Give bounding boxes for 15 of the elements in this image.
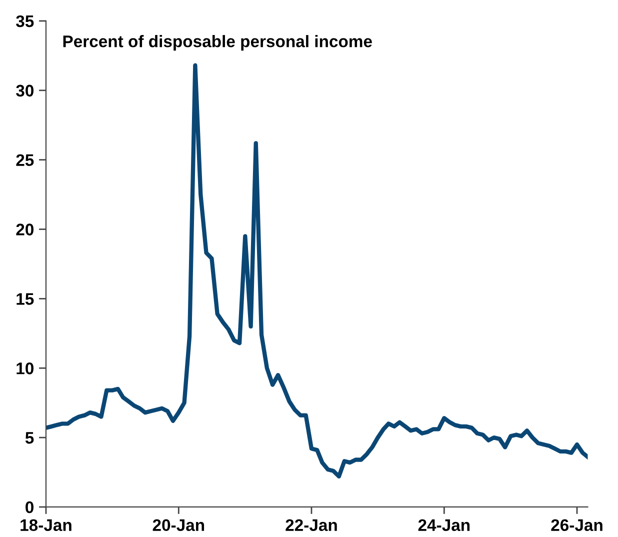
y-tick-label: 5: [25, 432, 34, 444]
y-tick-label: 10: [16, 362, 34, 374]
text: Percent of disposable personal income: [63, 35, 372, 51]
y-tick-label: 30: [16, 84, 34, 97]
y-tick-label: 15: [16, 293, 34, 305]
x-tick-label: 20-Jan: [152, 519, 204, 532]
y-tick-label: 20: [16, 224, 34, 236]
line-series: [46, 63, 588, 479]
y-tick-label: 0: [26, 501, 34, 514]
x-tick-label: 26-Jan: [551, 519, 602, 532]
y-tick-label: 35: [16, 15, 34, 28]
x-tick-label: 18-Jan: [20, 519, 72, 532]
y-tick-label: 25: [16, 154, 34, 166]
x-tick-label: 24-Jan: [418, 519, 470, 532]
x-tick-label: 22-Jan: [286, 519, 337, 532]
